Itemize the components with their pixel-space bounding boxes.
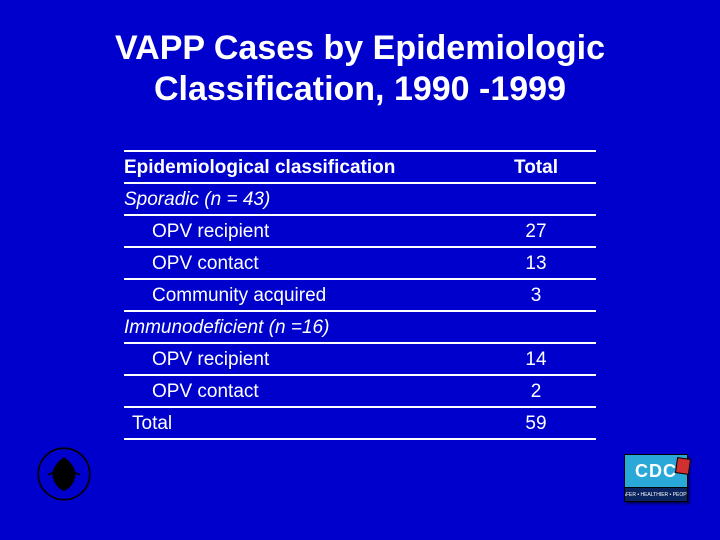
row-value: 2 bbox=[476, 381, 596, 403]
group-label: Immunodeficient (n =16) bbox=[124, 317, 476, 339]
header-value: Total bbox=[476, 157, 596, 179]
group-label: Sporadic (n = 43) bbox=[124, 189, 476, 211]
total-value: 59 bbox=[476, 413, 596, 435]
table-row: OPV recipient 14 bbox=[124, 344, 596, 376]
total-label: Total bbox=[124, 413, 476, 435]
total-row: Total 59 bbox=[124, 408, 596, 440]
row-value: 27 bbox=[476, 221, 596, 243]
row-label: OPV recipient bbox=[124, 221, 476, 243]
row-value: 13 bbox=[476, 253, 596, 275]
row-label: OPV contact bbox=[124, 253, 476, 275]
row-label: Community acquired bbox=[124, 285, 476, 307]
cdc-logo-icon: CDC SAFER • HEALTHIER • PEOPLE bbox=[624, 454, 688, 502]
header-label: Epidemiological classification bbox=[124, 157, 476, 179]
classification-table: Epidemiological classification Total Spo… bbox=[124, 150, 596, 440]
table-row: OPV recipient 27 bbox=[124, 216, 596, 248]
group-heading: Immunodeficient (n =16) bbox=[124, 312, 596, 344]
slide: VAPP Cases by Epidemiologic Classificati… bbox=[0, 0, 720, 540]
group-heading: Sporadic (n = 43) bbox=[124, 184, 596, 216]
cdc-logo-bottom: SAFER • HEALTHIER • PEOPLE bbox=[624, 488, 688, 502]
table-row: Community acquired 3 bbox=[124, 280, 596, 312]
table-header-row: Epidemiological classification Total bbox=[124, 150, 596, 184]
row-value: 3 bbox=[476, 285, 596, 307]
table-row: OPV contact 13 bbox=[124, 248, 596, 280]
row-label: OPV contact bbox=[124, 381, 476, 403]
cdc-logo-accent bbox=[675, 457, 691, 475]
slide-title: VAPP Cases by Epidemiologic Classificati… bbox=[60, 28, 660, 110]
table-row: OPV contact 2 bbox=[124, 376, 596, 408]
row-label: OPV recipient bbox=[124, 349, 476, 371]
row-value: 14 bbox=[476, 349, 596, 371]
hhs-eagle-icon bbox=[36, 446, 92, 502]
